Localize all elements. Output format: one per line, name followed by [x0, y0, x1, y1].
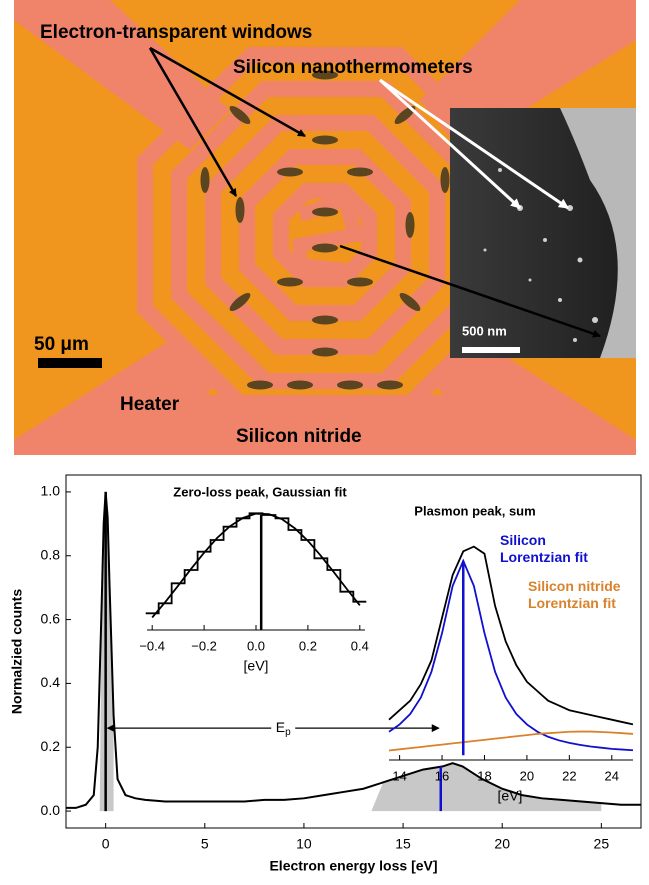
- window: [337, 381, 363, 390]
- window: [312, 208, 338, 217]
- window: [201, 167, 210, 193]
- x-tick-label: 16: [435, 768, 449, 783]
- window: [277, 168, 303, 177]
- window: [312, 348, 338, 357]
- y-tick-label: 1.0: [41, 483, 61, 499]
- x-tick-label: 15: [395, 836, 411, 852]
- inset-title: Zero-loss peak, Gaussian fit: [173, 484, 347, 499]
- x-tick-label: 24: [605, 768, 619, 783]
- window: [406, 212, 415, 238]
- x-tick-label: 14: [392, 768, 406, 783]
- series-line: [152, 514, 360, 618]
- window: [312, 244, 338, 253]
- x-tick-label: 0.0: [247, 638, 265, 653]
- x-tick-label: 10: [296, 836, 312, 852]
- y-tick-label: 0.2: [41, 738, 61, 754]
- y-tick-label: 0.6: [41, 610, 61, 626]
- x-tick-label: −0.2: [191, 638, 217, 653]
- y-axis-label: Normalzied counts: [9, 589, 25, 714]
- y-tick-label: 0.8: [41, 546, 61, 562]
- x-tick-label: −0.4: [139, 638, 165, 653]
- x-axis-label: [eV]: [498, 788, 523, 804]
- page: 500 nm 50 μm Electron-transparent window…: [0, 0, 649, 880]
- window: [347, 168, 373, 177]
- x-tick-label: 0.2: [299, 638, 317, 653]
- series-line: [389, 547, 633, 725]
- scale-label: 50 μm: [34, 334, 89, 355]
- x-tick-label: 0.4: [351, 638, 369, 653]
- ep-subscript: p: [285, 727, 291, 738]
- chart: −0.4 −0.2 0.0 0.2 0.4 Zero-loss peak, Gaussia…: [139, 484, 368, 673]
- heater-label: Heater: [120, 394, 180, 415]
- thermometers-label: Silicon nanothermometers: [233, 57, 473, 78]
- ep-symbol: E: [276, 719, 285, 735]
- x-tick-label: 0: [102, 836, 110, 852]
- legend-label: Silicon nitride Lorentzian fit: [528, 578, 646, 612]
- x-tick-label: 22: [562, 768, 576, 783]
- y-tick-label: 0.4: [41, 674, 61, 690]
- x-tick-label: 20: [494, 836, 510, 852]
- window: [236, 197, 245, 223]
- scale-bar: [38, 358, 102, 368]
- inset-scale-bar: [462, 347, 520, 353]
- x-axis-label: Electron energy loss [eV]: [269, 858, 437, 874]
- window: [287, 381, 313, 390]
- y-tick-label: 0.0: [41, 802, 61, 818]
- window: [347, 278, 373, 287]
- micrograph: 500 nm 50 μm Electron-transparent window…: [14, 0, 636, 455]
- window: [312, 136, 338, 145]
- window: [312, 316, 338, 325]
- x-axis-label: [eV]: [244, 658, 269, 674]
- windows-label: Electron-transparent windows: [40, 22, 312, 43]
- window: [247, 381, 273, 390]
- inset-scale-label: 500 nm: [462, 323, 507, 338]
- x-tick-label: 25: [594, 836, 610, 852]
- x-tick-label: 20: [520, 768, 534, 783]
- x-tick-label: 5: [201, 836, 209, 852]
- legend-label: Silicon Lorentzian fit: [500, 532, 618, 566]
- x-tick-label: 18: [477, 768, 491, 783]
- window: [441, 167, 450, 193]
- window: [277, 278, 303, 287]
- figure: 500 nm 50 μm Electron-transparent window…: [0, 0, 649, 880]
- inset-title: Plasmon peak, sum: [414, 503, 535, 518]
- window: [377, 381, 403, 390]
- nitride-label: Silicon nitride: [236, 426, 362, 447]
- series-line: [146, 513, 367, 613]
